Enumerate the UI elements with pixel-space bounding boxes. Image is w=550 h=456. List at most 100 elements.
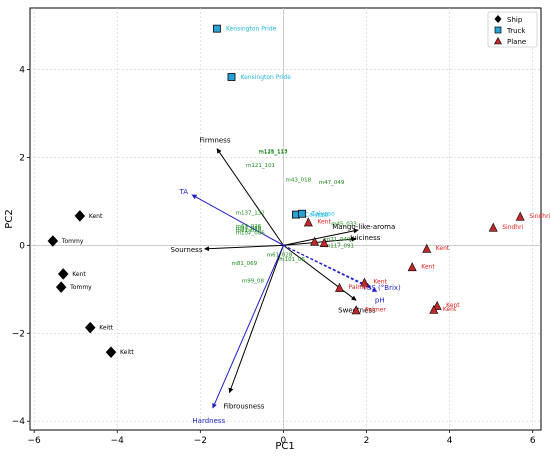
plane-point-marker	[319, 238, 329, 247]
loading-vector-arrow	[191, 194, 284, 246]
sample-points: Kent Tommy Kent Tommy Keitt Keitt Kensington P…	[47, 24, 550, 359]
x-tick-label: 6	[530, 436, 536, 446]
ship-point-label: Tommy	[69, 284, 92, 291]
volatile-label: m121_101	[246, 163, 275, 169]
plane-point-marker	[488, 222, 498, 232]
plane-point-label: Kent	[317, 219, 331, 226]
truck-point-label: Calypso	[305, 212, 329, 219]
truck-point-marker	[298, 209, 307, 218]
plane-point-marker	[429, 304, 439, 314]
y-tick-label: 0	[19, 241, 25, 251]
loading-vector-arrow	[283, 228, 359, 246]
y-tick-label: −4	[12, 417, 26, 427]
volatile-label: m125_117	[258, 150, 288, 156]
ship-point-label: Kent	[89, 213, 103, 220]
plane-point-marker	[310, 236, 320, 246]
plane-point-marker	[335, 282, 344, 292]
ship-point-label: Tommy	[61, 238, 84, 245]
loading-vector-label: Juiciness	[349, 234, 381, 242]
plane-point-label: Kent	[446, 302, 460, 309]
truck-point-marker	[213, 24, 221, 33]
ship-point-marker	[74, 210, 86, 222]
volatile-label: m47_049	[319, 180, 345, 186]
truck-point-label: Kensington Pride	[226, 26, 277, 33]
plane-point-label: Palmer	[349, 284, 370, 291]
y-tick-label: 2	[19, 153, 25, 163]
x-tick-label: −6	[28, 436, 42, 446]
loading-vector-arrow	[216, 148, 284, 246]
volatile-label: m137_132	[236, 211, 265, 217]
x-axis-label: PC1	[275, 441, 294, 452]
x-tick-label: 4	[447, 436, 453, 446]
ship-point-marker	[57, 268, 69, 280]
loading-vector-label: Firmness	[199, 137, 230, 145]
plane-point-label: Palmer	[365, 306, 386, 313]
ship-point-marker	[55, 281, 67, 294]
ship-point-label: Kent	[72, 271, 86, 278]
volatile-label: m101_06	[279, 257, 305, 263]
ship-point-label: Keitt	[120, 349, 134, 356]
loading-vector-label: Hardness	[192, 417, 225, 425]
loading-vector-arrow	[228, 245, 284, 394]
loading-vector-label: Sourness	[171, 246, 203, 254]
plane-point-label: Sindhri	[529, 213, 550, 220]
loading-vectors: Firmness Mango-like-aroma Juiciness Sournes…	[171, 137, 402, 425]
legend-plane-marker	[493, 36, 503, 45]
y-tick-label: 4	[19, 66, 25, 76]
plane-point-marker	[515, 211, 525, 221]
volatile-label: m61_028	[267, 252, 293, 258]
legend-label: Ship	[507, 16, 523, 24]
legend-truck-marker	[494, 26, 502, 34]
volatile-label: m93_070	[236, 226, 262, 232]
x-tick-label: −2	[194, 436, 207, 446]
plane-point-marker	[351, 305, 361, 315]
plane-point-marker	[303, 217, 313, 227]
volatile-label: m125_113	[258, 149, 288, 155]
loading-vector-label: pH	[375, 297, 385, 305]
loading-vector-label: TA	[178, 188, 188, 196]
plane-point-marker	[407, 262, 417, 272]
truck-point-marker	[227, 73, 236, 81]
ship-point-label: Keitt	[99, 325, 113, 332]
x-tick-label: −4	[111, 436, 125, 446]
volatile-label: m43_018	[286, 178, 312, 184]
loading-vector-arrow	[212, 245, 284, 409]
volatile-label: m107_086	[236, 230, 266, 236]
legend-label: Plane	[507, 38, 526, 46]
loading-vector-label: TSS (°Brix)	[362, 284, 401, 292]
volatile-label: m63_026	[236, 224, 262, 230]
loading-vector-arrow	[283, 236, 357, 246]
volatile-label: m81_069	[231, 261, 257, 267]
truck-point-label: Calypso	[311, 211, 335, 218]
x-tick-label: 2	[364, 436, 370, 446]
plane-point-marker	[422, 243, 432, 253]
plane-point-label: Kent	[373, 279, 387, 286]
plane-point-marker	[359, 277, 369, 287]
ship-point-marker	[84, 321, 96, 334]
loading-vector-arrow	[283, 244, 357, 301]
ship-point-marker	[47, 235, 59, 247]
plot-frame	[29, 7, 542, 431]
legend-box	[487, 11, 538, 48]
volatile-label: m117_091	[325, 244, 354, 250]
legend-ship-marker	[494, 15, 502, 23]
legend: Ship Truck Plane	[487, 11, 538, 48]
loading-vector-label: Mango-like-aroma	[332, 223, 395, 231]
y-axis-label: PC2	[4, 209, 15, 228]
plane-point-label: Kent	[436, 245, 450, 252]
legend-label: Truck	[506, 27, 526, 35]
loading-vector-arrow	[203, 244, 284, 252]
volatile-label: m71_049	[325, 237, 351, 243]
plane-point-label: Kent	[443, 306, 457, 313]
volatile-label: m45_033	[331, 222, 357, 228]
loading-vector-label: Fibrousness	[223, 403, 264, 411]
volatile-label: m99_08	[242, 279, 265, 285]
ship-point-marker	[105, 346, 117, 359]
y-tick-label: −2	[12, 329, 25, 339]
x-tick-label: 0	[281, 436, 287, 446]
plane-point-label: Kent	[421, 263, 435, 270]
plane-point-label: Sindhri	[502, 224, 523, 231]
